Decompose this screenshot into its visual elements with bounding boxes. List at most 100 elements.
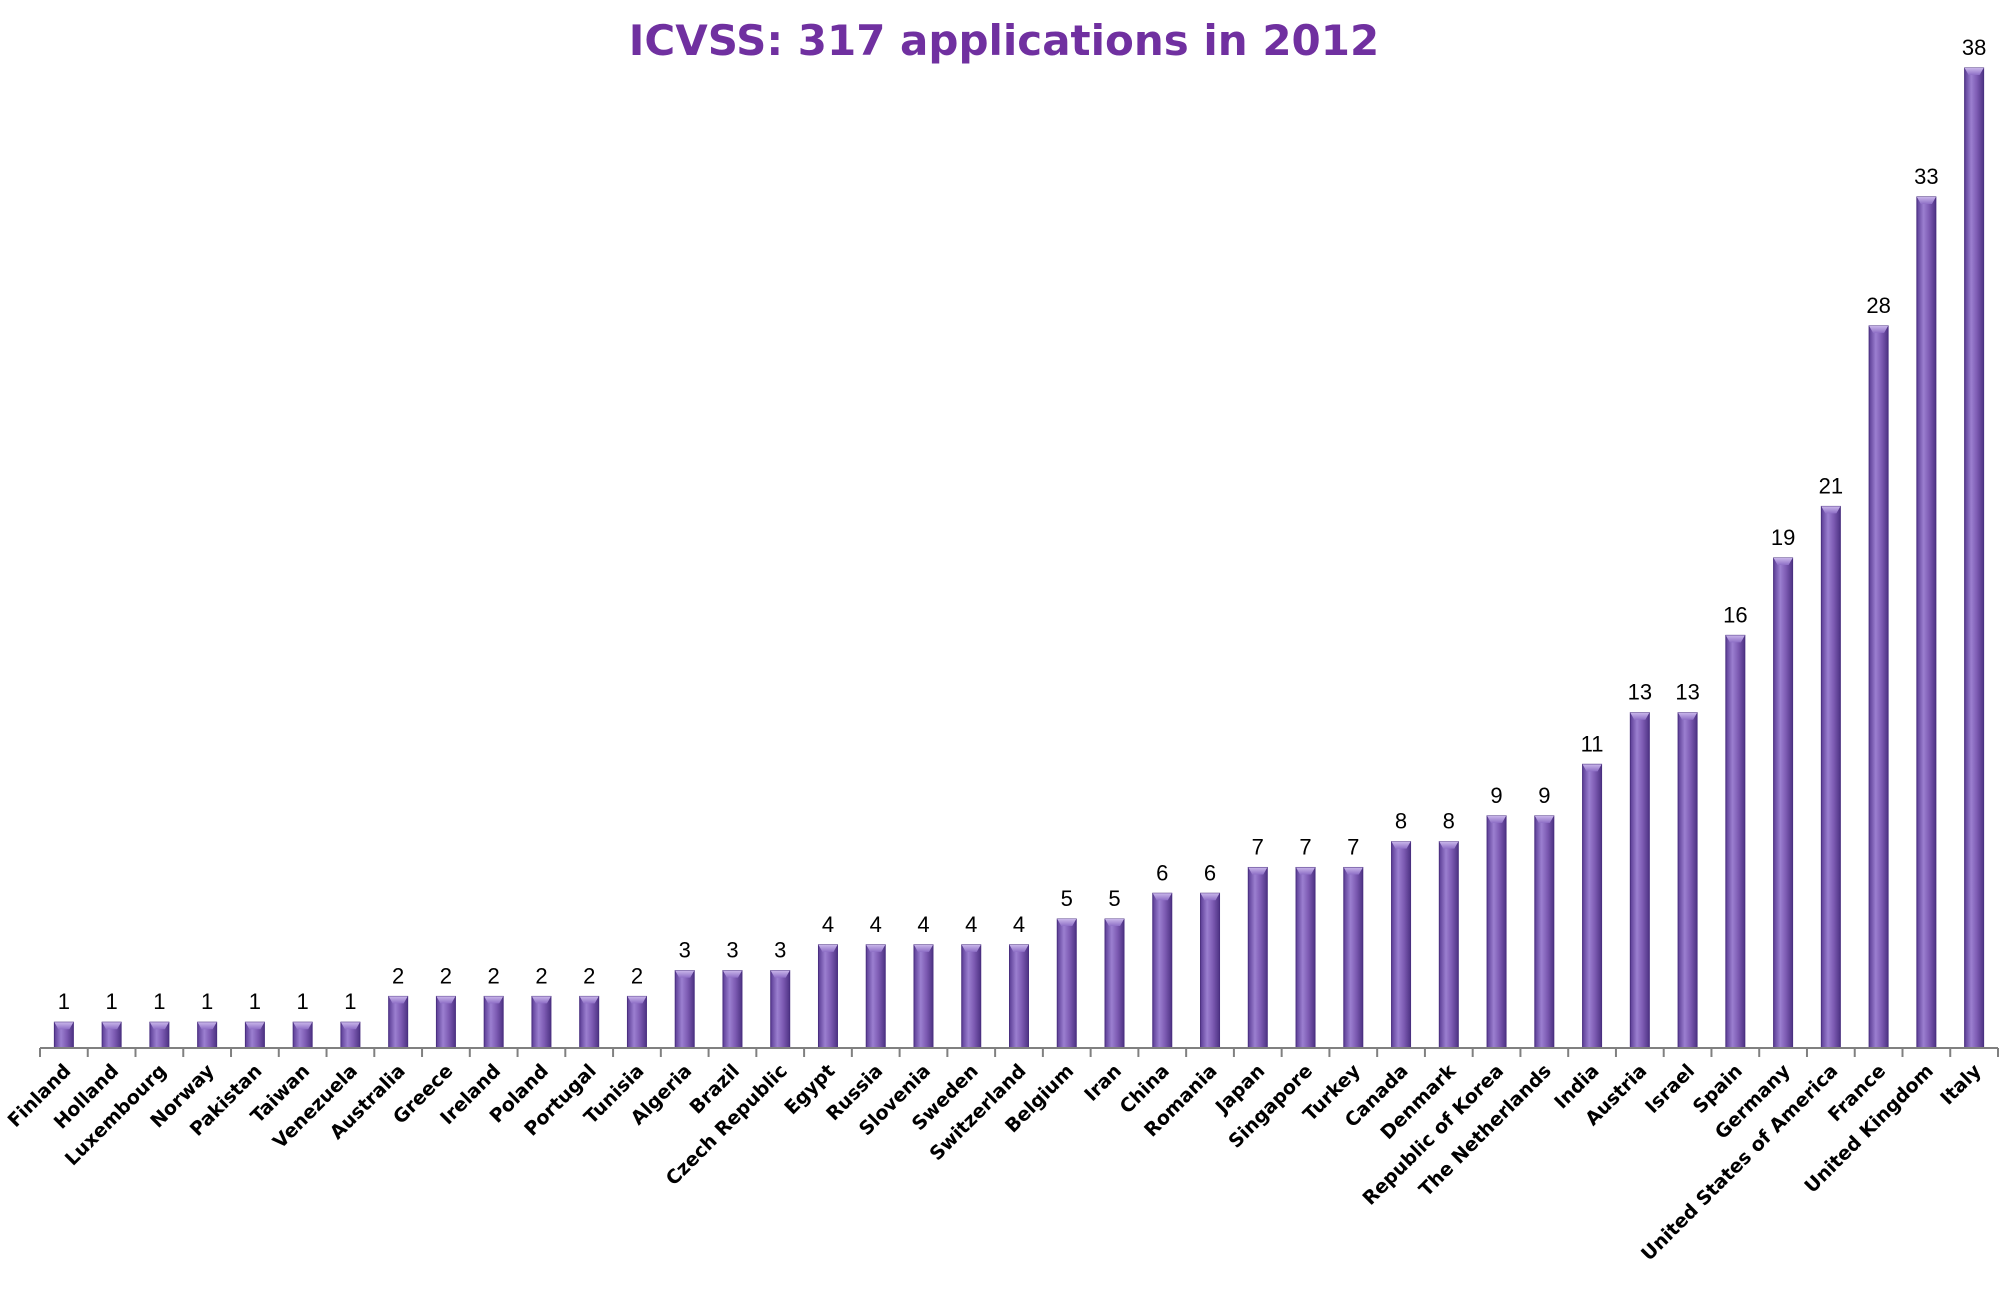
bar-cap [531, 996, 551, 1004]
bar-cap [340, 1022, 360, 1030]
bar-cap [388, 996, 408, 1004]
x-tick-label: Israel [1641, 1060, 1699, 1118]
bar [722, 970, 743, 1049]
data-label: 9 [1490, 783, 1502, 808]
bar [1677, 712, 1698, 1049]
bar-cap [293, 1022, 313, 1030]
bar-cap [1678, 712, 1698, 720]
data-label: 6 [1204, 860, 1216, 885]
bar-cap [149, 1022, 169, 1030]
data-label: 4 [965, 912, 977, 937]
data-label: 2 [535, 963, 547, 988]
data-label: 4 [917, 912, 929, 937]
bar [1629, 712, 1650, 1049]
bar [1964, 67, 1985, 1049]
bar-cap [245, 1022, 265, 1030]
data-label: 21 [1819, 473, 1843, 498]
bar [1868, 325, 1889, 1049]
bar-cap [866, 944, 886, 952]
bar [1247, 866, 1268, 1049]
data-label: 2 [440, 963, 452, 988]
data-label: 7 [1252, 834, 1264, 859]
bar-cap [1439, 841, 1459, 849]
bar-cap [1343, 867, 1363, 875]
bar-cap [1725, 635, 1745, 643]
bar [1438, 841, 1459, 1049]
data-label: 4 [1013, 912, 1025, 937]
data-label: 9 [1538, 783, 1550, 808]
data-label: 1 [297, 989, 309, 1014]
bar [1391, 841, 1412, 1049]
data-label: 6 [1156, 860, 1168, 885]
bar [1820, 505, 1841, 1049]
bar-cap [1248, 867, 1268, 875]
data-label: 8 [1443, 809, 1455, 834]
bar [770, 970, 791, 1049]
category-labels-group: FinlandHollandLuxembourgNorwayPakistanTa… [4, 1060, 1986, 1266]
bar [1152, 892, 1173, 1049]
bar-cap [770, 970, 790, 978]
bar-cap [1630, 712, 1650, 720]
bar [531, 995, 552, 1049]
data-label: 1 [344, 989, 356, 1014]
bar [626, 995, 647, 1049]
data-label: 4 [822, 912, 834, 937]
bar-cap [961, 944, 981, 952]
bar [865, 944, 886, 1049]
data-label: 3 [774, 938, 786, 963]
bar-cap [484, 996, 504, 1004]
bar-cap [913, 944, 933, 952]
data-label: 4 [870, 912, 882, 937]
bar-cap [1582, 764, 1602, 772]
bar-cap [1105, 919, 1125, 927]
data-label: 13 [1675, 680, 1699, 705]
bar-cap [197, 1022, 217, 1030]
data-label: 19 [1771, 525, 1795, 550]
data-label: 28 [1866, 293, 1890, 318]
bar-cap [1821, 506, 1841, 514]
bar [579, 995, 600, 1049]
data-label: 11 [1581, 731, 1604, 756]
data-label: 1 [249, 989, 261, 1014]
bar-cap [579, 996, 599, 1004]
bar [388, 995, 409, 1049]
data-label: 3 [679, 938, 691, 963]
bar-cap [1296, 867, 1316, 875]
data-label: 5 [1108, 886, 1120, 911]
bar-cap [627, 996, 647, 1004]
bar [1773, 557, 1794, 1049]
data-label: 16 [1723, 602, 1747, 627]
bar-cap [436, 996, 456, 1004]
bar [1056, 918, 1077, 1049]
bar-cap [1152, 893, 1172, 901]
data-label: 5 [1061, 886, 1073, 911]
x-axis [39, 1047, 1999, 1057]
bar [1009, 944, 1029, 1049]
bar-cap [818, 944, 838, 952]
bar [817, 944, 838, 1049]
bar [1582, 763, 1603, 1049]
bar-cap [1391, 841, 1411, 849]
bar-cap [1057, 919, 1077, 927]
data-label: 2 [583, 963, 595, 988]
bar [483, 995, 504, 1049]
bar-cap [1773, 558, 1793, 565]
data-label: 2 [631, 963, 643, 988]
bar-cap [102, 1022, 122, 1030]
data-label: 1 [106, 989, 118, 1014]
bar [435, 995, 456, 1049]
bar [1104, 918, 1125, 1049]
bar [1725, 634, 1746, 1049]
bar [674, 970, 695, 1049]
data-label: 8 [1395, 809, 1407, 834]
bars-group [53, 67, 1985, 1049]
bar [1200, 892, 1221, 1049]
data-label: 33 [1914, 164, 1938, 189]
bar [1343, 866, 1364, 1049]
data-label: 1 [58, 989, 70, 1014]
data-label: 13 [1628, 680, 1652, 705]
data-label: 1 [153, 989, 165, 1014]
data-label: 3 [726, 938, 738, 963]
data-label: 7 [1347, 834, 1359, 859]
